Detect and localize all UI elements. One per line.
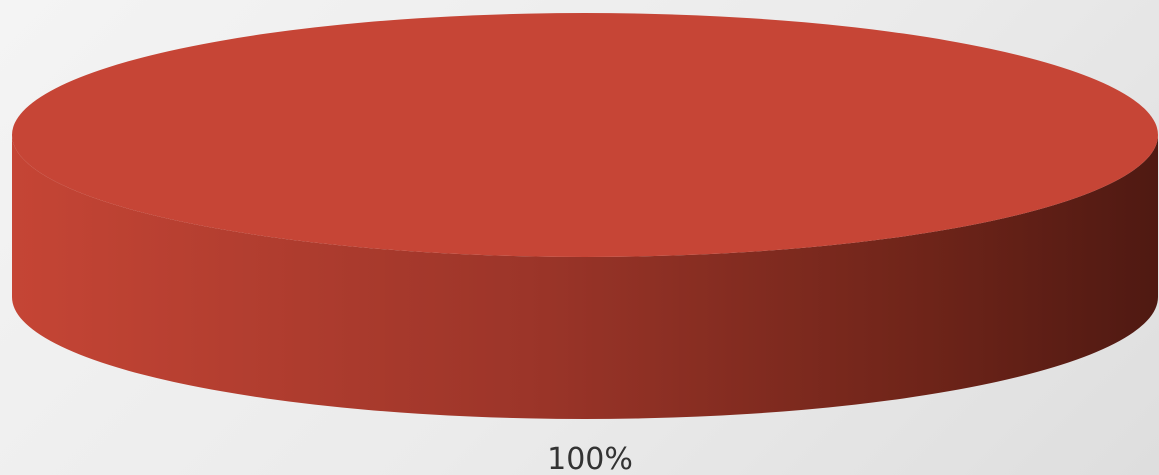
data-label: 100% [547,442,633,475]
pie-slice [12,13,1158,257]
pie-slice-side [12,135,1158,419]
